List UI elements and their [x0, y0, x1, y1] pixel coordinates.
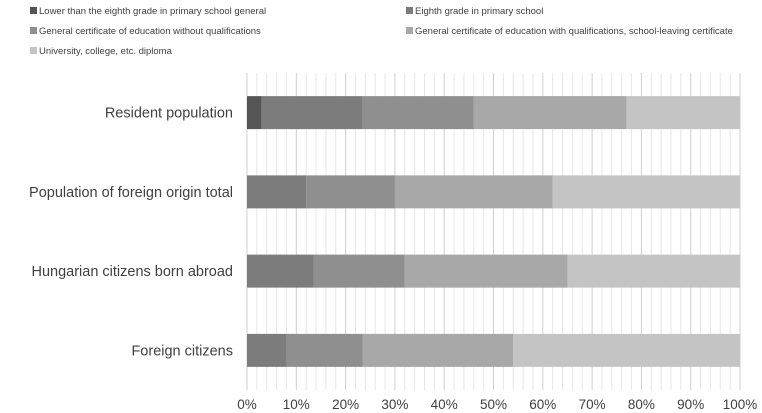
legend-label: Eighth grade in primary school [415, 6, 543, 17]
x-tick-label: 50% [480, 397, 507, 412]
x-tick-label: 20% [332, 397, 359, 412]
bar-segment-3-3 [313, 254, 405, 288]
x-tick-label: 80% [628, 397, 655, 412]
bar-segment-4-4 [362, 333, 514, 367]
x-tick-label: 0% [237, 397, 257, 412]
bar-segment-4-5 [513, 333, 740, 367]
legend-label: General certificate of education without… [39, 26, 261, 37]
x-tick-label: 70% [579, 397, 606, 412]
bar-segment-2-4 [394, 175, 553, 209]
legend-swatch [30, 27, 37, 34]
x-axis-tick-labels: 0% 10% 20% 30% 40% 50% 60% 70% 80% 90% 100% [237, 397, 757, 412]
category-label: Foreign citizens [131, 343, 233, 359]
legend-swatch [30, 47, 37, 54]
legend-label: University, college, etc. diploma [39, 46, 173, 57]
bar-segment-2-5 [552, 175, 740, 209]
bar-segment-4-3 [286, 333, 363, 367]
legend-swatch [406, 27, 413, 34]
bars [247, 96, 740, 367]
bar-segment-1-3 [362, 96, 474, 130]
legend-swatch [406, 7, 413, 14]
category-labels: Resident population Population of foreign… [29, 106, 233, 360]
bar-segment-1-5 [626, 96, 740, 130]
bar-segment-2-3 [306, 175, 395, 209]
x-tick-label: 100% [723, 397, 758, 412]
category-label: Hungarian citizens born abroad [31, 264, 233, 280]
legend: Lower than the eighth grade in primary s… [30, 6, 733, 57]
x-tick-label: 60% [529, 397, 556, 412]
category-label: Population of foreign origin total [29, 185, 233, 201]
x-tick-label: 40% [431, 397, 458, 412]
bar-segment-4-2 [247, 333, 287, 367]
bar-segment-1-2 [261, 96, 363, 130]
category-label: Resident population [105, 106, 233, 122]
bar-segment-3-4 [404, 254, 568, 288]
x-tick-label: 10% [283, 397, 310, 412]
bar-segment-3-5 [567, 254, 740, 288]
x-tick-label: 90% [677, 397, 704, 412]
bar-segment-3-2 [247, 254, 314, 288]
bar-segment-1-4 [473, 96, 627, 130]
legend-label: General certificate of education with qu… [415, 26, 733, 37]
bar-segment-2-2 [247, 175, 307, 209]
x-tick-label: 30% [381, 397, 408, 412]
legend-label: Lower than the eighth grade in primary s… [39, 6, 266, 17]
bar-segment-1-1 [247, 96, 262, 130]
legend-swatch [30, 7, 37, 14]
